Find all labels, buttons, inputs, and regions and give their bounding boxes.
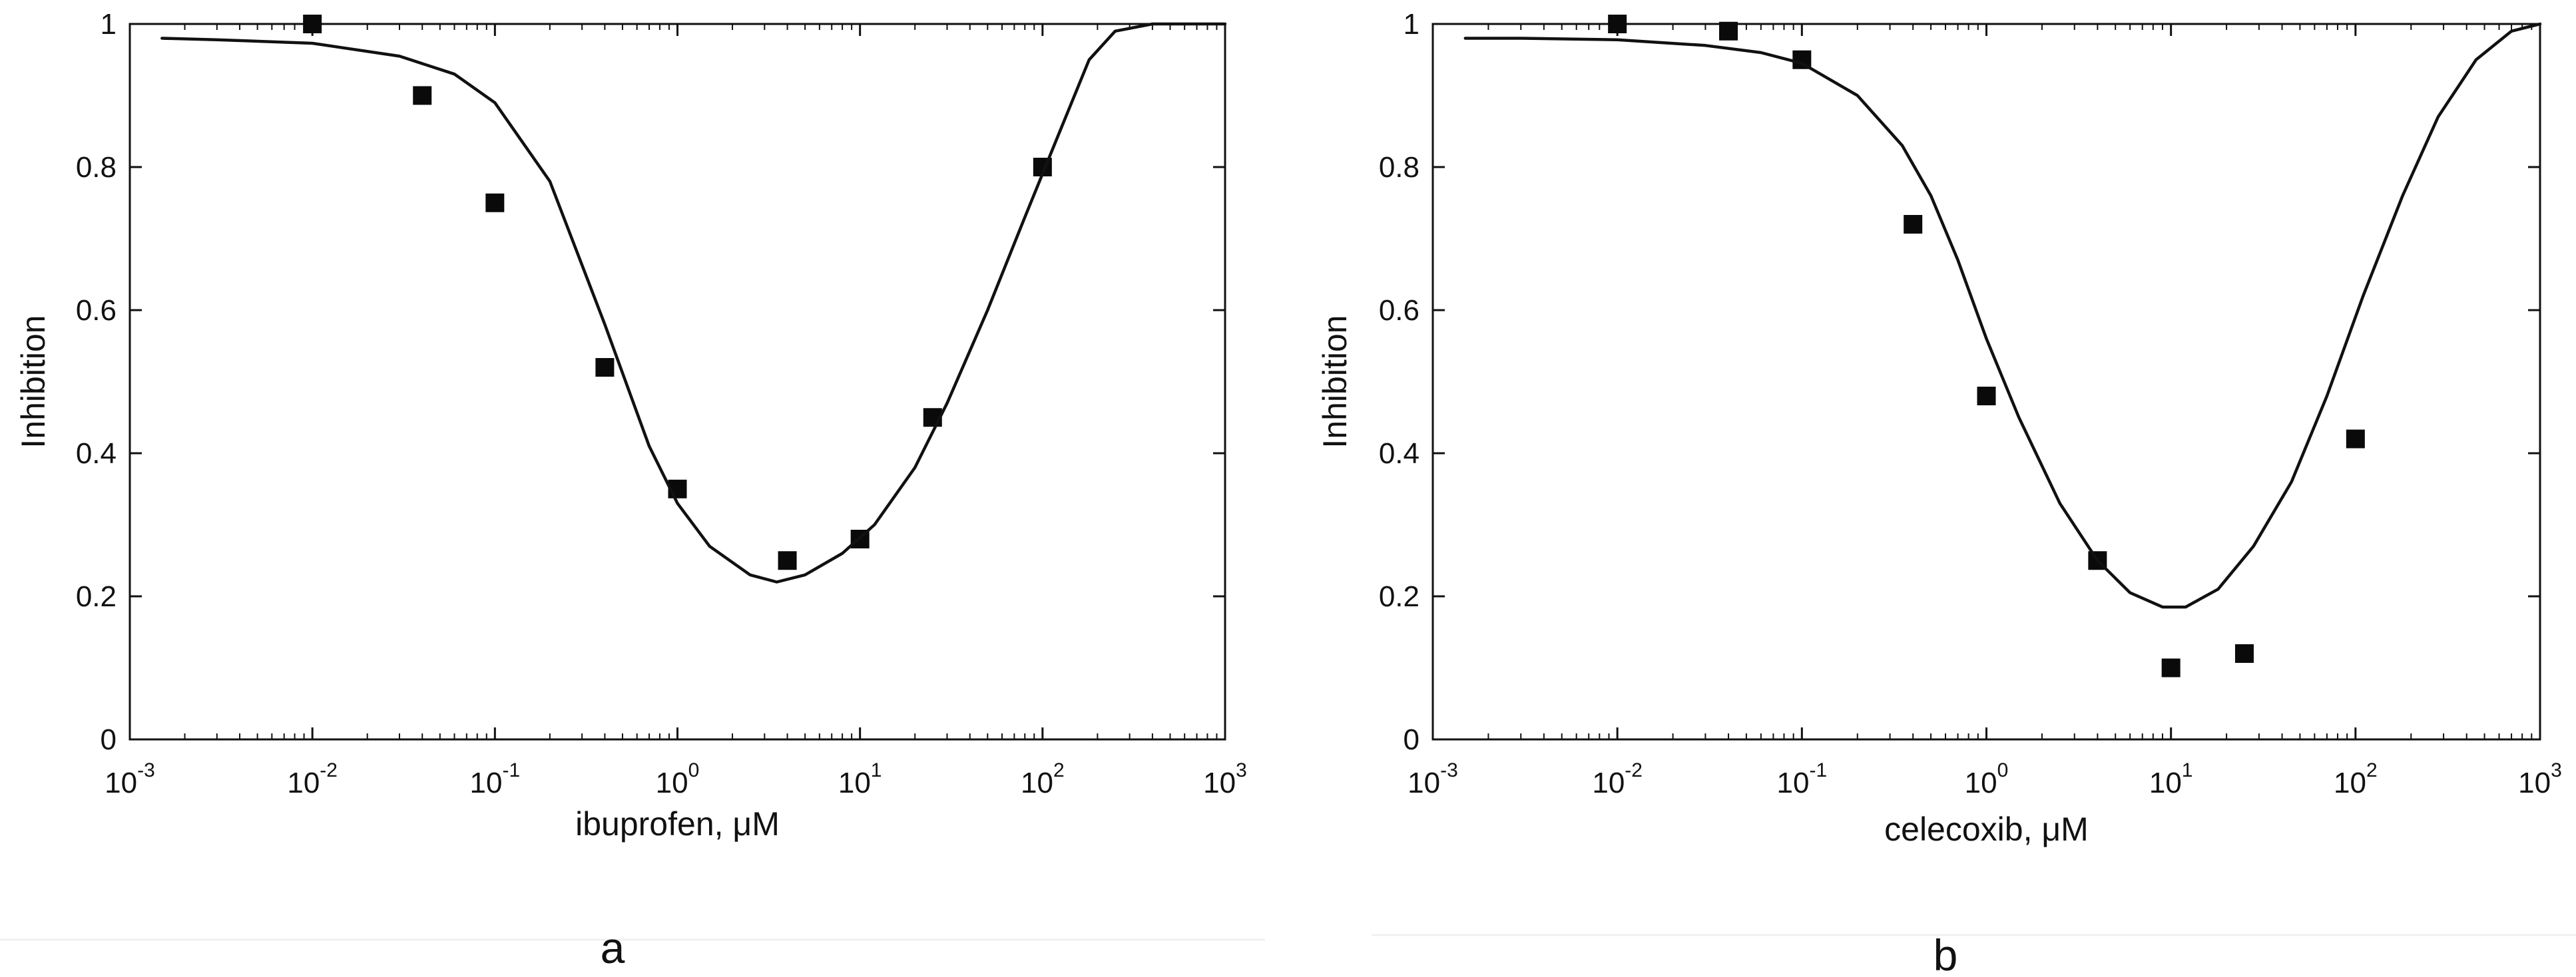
x-tick-label: 10-2: [287, 759, 338, 799]
panel-label: a: [601, 923, 625, 972]
data-point: [1904, 215, 1923, 234]
data-point: [2161, 658, 2181, 678]
y-axis-title: Inhibition: [15, 315, 52, 448]
y-tick-label: 1: [101, 8, 117, 41]
fit-curve: [160, 22, 1227, 584]
x-tick-label: 10-2: [1592, 759, 1643, 799]
y-tick-label: 0.8: [1379, 151, 1419, 184]
x-tick-label: 102: [1021, 759, 1065, 799]
y-tick-label: 0: [101, 723, 117, 756]
panel-label: b: [1933, 930, 1958, 977]
x-tick-label: 10-1: [470, 759, 521, 799]
x-tick-label: 100: [1965, 759, 2009, 799]
panel-a: 10-3 10-2 10-1 100 101 102 103 0 0.2 0.4 0.6 0.8 1 In…: [15, 8, 1247, 972]
x-tick-label: 103: [2518, 759, 2562, 799]
x-tick-label: 100: [656, 759, 700, 799]
x-tick-label: 102: [2334, 759, 2378, 799]
y-tick-label: 0.2: [1379, 580, 1419, 613]
y-tick-label: 0.2: [76, 580, 117, 613]
x-tick-label: 10-1: [1777, 759, 1828, 799]
data-point: [595, 358, 615, 377]
data-point: [303, 15, 322, 33]
panel-b: 10-3 10-2 10-1 100 101 102 103 0 0.2 0.4 0.6 0.8 1 In…: [1316, 8, 2562, 977]
y-tick-label: 0.6: [1379, 294, 1419, 327]
y-axis-title: Inhibition: [1316, 315, 1354, 448]
data-point: [2234, 644, 2254, 663]
x-tick-label: 10-3: [105, 759, 155, 799]
y-tick-label: 0.8: [76, 151, 117, 184]
x-tick-label: 101: [838, 759, 882, 799]
data-point: [1977, 387, 1996, 405]
x-axis-title: celecoxib, μM: [1884, 811, 2089, 848]
fit-curve: [1463, 22, 2542, 609]
y-tick-label: 1: [1404, 8, 1419, 41]
data-point: [413, 86, 432, 105]
data-point: [778, 551, 797, 570]
data-point: [1719, 21, 1738, 41]
data-point: [1608, 15, 1627, 33]
y-tick-label: 0: [1404, 723, 1419, 756]
y-tick-label: 0.4: [76, 437, 117, 470]
x-tick-label: 10-3: [1408, 759, 1458, 799]
y-tick-label: 0.4: [1379, 437, 1419, 470]
x-tick-label: 101: [2149, 759, 2193, 799]
x-axis-title: ibuprofen, μM: [575, 805, 780, 843]
data-point: [485, 193, 505, 212]
y-tick-label: 0.6: [76, 294, 117, 327]
data-point: [2346, 429, 2365, 449]
x-tick-label: 103: [1203, 759, 1247, 799]
